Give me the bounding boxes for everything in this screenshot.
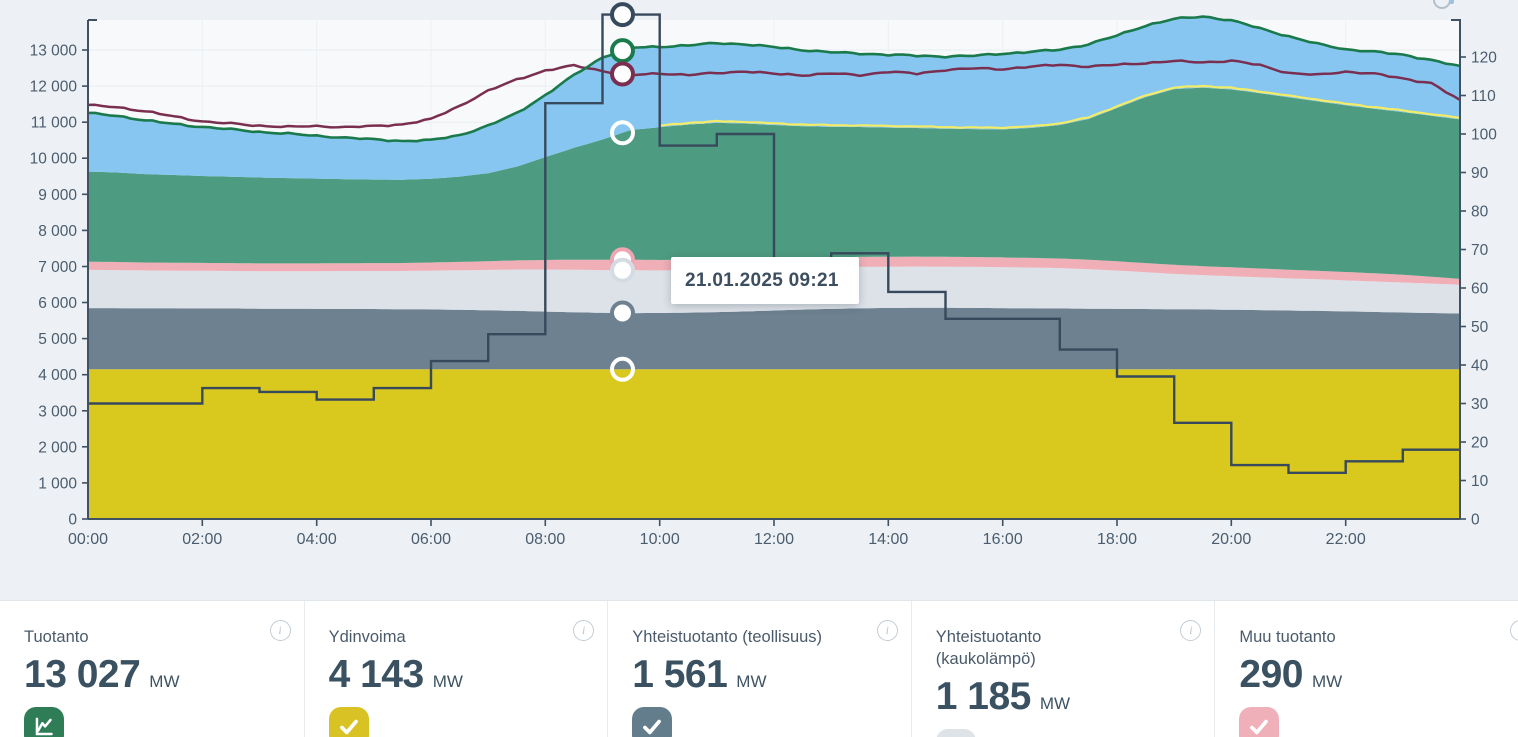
card-value: 1 185 xyxy=(935,675,1032,718)
svg-text:08:00: 08:00 xyxy=(525,531,565,548)
card-unit: MW xyxy=(149,672,180,691)
card-yhteistuotanto-kaukolampo: i Yhteistuotanto (kaukolämpö) 1 185 MW xyxy=(910,601,1215,737)
card-yhteistuotanto-teollisuus: i Yhteistuotanto (teollisuus) 1 561 MW xyxy=(607,601,911,737)
svg-text:11 000: 11 000 xyxy=(31,115,78,132)
dark-red-line xyxy=(87,59,1461,129)
area-chp-industry xyxy=(88,307,1460,370)
svg-text:4 000: 4 000 xyxy=(38,367,77,384)
check-icon xyxy=(632,707,673,737)
chart-tooltip: 21.01.2025 09:21 xyxy=(671,257,859,304)
svg-text:20: 20 xyxy=(1471,435,1489,452)
svg-text:0: 0 xyxy=(68,512,77,529)
card-value: 290 xyxy=(1239,653,1303,696)
card-label: Ydinvoima xyxy=(328,628,406,646)
info-icon[interactable]: i xyxy=(269,620,291,641)
svg-text:8 000: 8 000 xyxy=(38,223,77,240)
card-label: Tuotanto xyxy=(24,628,89,646)
card-label: Muu tuotanto xyxy=(1239,628,1336,646)
svg-text:10: 10 xyxy=(1471,473,1489,490)
svg-text:110: 110 xyxy=(1471,88,1496,105)
svg-text:14:00: 14:00 xyxy=(868,531,908,548)
svg-text:7 000: 7 000 xyxy=(38,259,77,276)
svg-text:00:00: 00:00 xyxy=(68,531,108,548)
svg-text:10 000: 10 000 xyxy=(30,151,78,168)
svg-text:1 000: 1 000 xyxy=(38,475,77,492)
info-icon[interactable]: i xyxy=(876,620,898,641)
svg-text:3 000: 3 000 xyxy=(38,403,77,420)
svg-text:2 000: 2 000 xyxy=(38,439,77,456)
line-chart-icon xyxy=(24,707,64,737)
info-icon[interactable]: i xyxy=(1180,620,1202,641)
svg-text:20:00: 20:00 xyxy=(1211,531,1251,548)
svg-text:12:00: 12:00 xyxy=(754,531,794,548)
card-label: Yhteistuotanto (kaukolämpö) xyxy=(935,628,1042,668)
svg-text:90: 90 xyxy=(1471,165,1489,182)
card-value: 4 143 xyxy=(328,653,425,696)
card-unit: MW xyxy=(1311,672,1343,691)
card-unit: MW xyxy=(1039,694,1071,713)
svg-text:16:00: 16:00 xyxy=(983,531,1023,548)
svg-text:12 000: 12 000 xyxy=(30,79,78,96)
svg-text:120: 120 xyxy=(1471,50,1497,67)
svg-text:60: 60 xyxy=(1471,281,1489,298)
svg-text:9 000: 9 000 xyxy=(38,187,77,204)
check-icon xyxy=(935,729,976,737)
card-value: 1 561 xyxy=(632,653,728,696)
area-other-production xyxy=(88,256,1460,285)
check-icon xyxy=(1239,707,1280,737)
svg-text:06:00: 06:00 xyxy=(411,531,451,548)
svg-text:02:00: 02:00 xyxy=(182,531,222,548)
svg-text:50: 50 xyxy=(1471,319,1489,336)
svg-text:100: 100 xyxy=(1471,127,1497,144)
hover-markers xyxy=(610,2,635,382)
card-label: Yhteistuotanto (teollisuus) xyxy=(632,628,823,646)
svg-text:18:00: 18:00 xyxy=(1097,531,1137,548)
yellow-line xyxy=(659,84,1461,130)
check-icon xyxy=(328,707,369,737)
axes: 0 1 000 2 000 3 000 4 000 5 000 6 000 7 000 8 00… xyxy=(30,19,1497,548)
production-chart[interactable]: 0 1 000 2 000 3 000 4 000 5 000 6 000 7 000 8 00… xyxy=(0,0,1518,600)
svg-text:5 000: 5 000 xyxy=(38,331,77,348)
total-production-line xyxy=(88,15,1461,143)
card-value: 13 027 xyxy=(24,653,141,696)
svg-text:22:00: 22:00 xyxy=(1326,531,1366,548)
card-tuotanto: i Tuotanto 13 027 MW xyxy=(0,601,304,737)
card-muu-tuotanto: i Muu tuotanto 290 MW xyxy=(1214,601,1518,737)
area-nuclear xyxy=(88,369,1460,519)
card-unit: MW xyxy=(736,672,767,691)
svg-text:30: 30 xyxy=(1471,396,1489,413)
stepped-dark-line xyxy=(88,13,1460,474)
area-blue xyxy=(88,16,1460,180)
svg-text:04:00: 04:00 xyxy=(297,531,337,548)
card-unit: MW xyxy=(432,672,463,691)
svg-text:6 000: 6 000 xyxy=(38,295,77,312)
card-ydinvoima: i Ydinvoima 4 143 MW xyxy=(303,601,608,737)
svg-text:10:00: 10:00 xyxy=(640,531,680,548)
info-icon[interactable]: i xyxy=(573,620,595,641)
svg-text:13 000: 13 000 xyxy=(30,43,78,60)
stat-cards-row: i Tuotanto 13 027 MW i Ydinvoima 4 143 MW xyxy=(0,600,1518,737)
svg-text:0: 0 xyxy=(1471,512,1480,529)
svg-text:40: 40 xyxy=(1471,358,1489,375)
info-icon[interactable]: i xyxy=(1509,620,1518,641)
svg-text:70: 70 xyxy=(1471,242,1489,259)
svg-text:80: 80 xyxy=(1471,204,1489,221)
